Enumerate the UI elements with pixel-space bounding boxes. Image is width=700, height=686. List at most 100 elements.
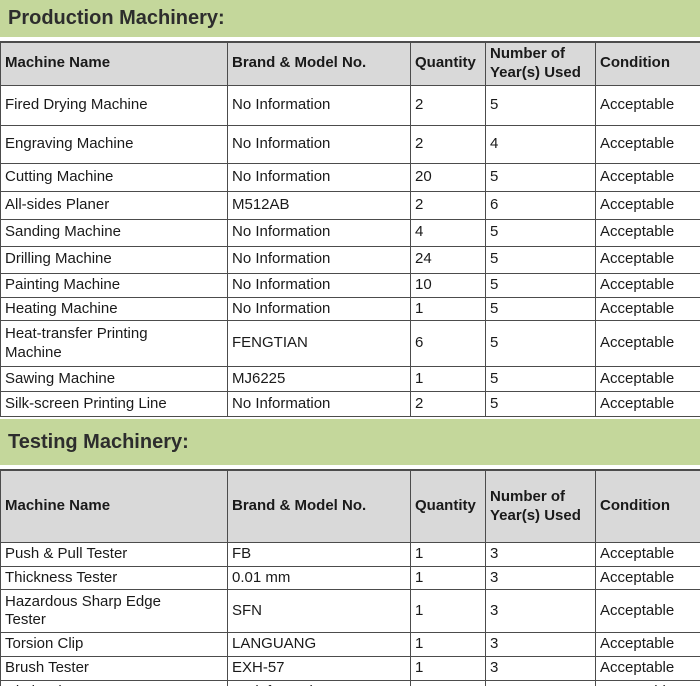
cell-machine-name: Sawing Machine bbox=[0, 366, 228, 393]
header-cell-condition: Condition bbox=[595, 41, 700, 86]
table-row: Drilling Machine No Information 24 5 Acc… bbox=[0, 245, 700, 274]
cell-quantity: 1 bbox=[410, 565, 486, 591]
header-cell-machine-name: Machine Name bbox=[0, 469, 228, 543]
cell-quantity: 4 bbox=[410, 218, 486, 247]
cell-machine-name: Heating Machine bbox=[0, 296, 228, 322]
cell-brand-model: No Information bbox=[227, 272, 411, 298]
cell-machine-name: Engraving Machine bbox=[0, 124, 228, 164]
cell-quantity: 1 bbox=[410, 632, 486, 657]
cell-brand-model: LANGUANG bbox=[227, 632, 411, 657]
cell-quantity: 1 bbox=[410, 366, 486, 393]
table-row: All-sides Planer M512AB 2 6 Acceptable bbox=[0, 190, 700, 220]
cell-brand-model: No information bbox=[227, 679, 411, 686]
cell-brand-model: No Information bbox=[227, 296, 411, 322]
cell-years-used: 3 bbox=[485, 679, 596, 686]
section-title-production: Production Machinery: bbox=[0, 0, 700, 37]
cell-quantity: 6 bbox=[410, 320, 486, 368]
table-row: Heating Machine No Information 1 5 Accep… bbox=[0, 296, 700, 322]
cell-condition: Acceptable bbox=[595, 320, 700, 368]
cell-quantity: 24 bbox=[410, 245, 486, 274]
cell-years-used: 5 bbox=[485, 84, 596, 126]
cell-quantity: 2 bbox=[410, 190, 486, 220]
table-row: Push & Pull Tester FB 1 3 Acceptable bbox=[0, 541, 700, 567]
table-header-row: Machine Name Brand & Model No. Quantity … bbox=[0, 41, 700, 86]
table-row: Cutting Machine No Information 20 5 Acce… bbox=[0, 162, 700, 192]
cell-brand-model: EXH-57 bbox=[227, 656, 411, 681]
cell-quantity: 10 bbox=[410, 272, 486, 298]
table-row: Hazardous Sharp Edge Tester SFN 1 3 Acce… bbox=[0, 589, 700, 634]
cell-years-used: 5 bbox=[485, 218, 596, 247]
header-cell-years-used: Number of Year(s) Used bbox=[485, 469, 596, 543]
cell-machine-name: Cutting Machine bbox=[0, 162, 228, 192]
cell-years-used: 3 bbox=[485, 589, 596, 634]
cell-brand-model: M512AB bbox=[227, 190, 411, 220]
cell-years-used: 3 bbox=[485, 565, 596, 591]
cell-years-used: 3 bbox=[485, 541, 596, 567]
table-header-row: Machine Name Brand & Model No. Quantity … bbox=[0, 469, 700, 543]
cell-brand-model: No Information bbox=[227, 124, 411, 164]
cell-condition: Acceptable bbox=[595, 162, 700, 192]
header-cell-brand-model: Brand & Model No. bbox=[227, 41, 411, 86]
cell-quantity: 1 bbox=[410, 541, 486, 567]
cell-machine-name: Silk-screen Printing Line bbox=[0, 391, 228, 418]
header-cell-machine-name: Machine Name bbox=[0, 41, 228, 86]
table-row: Heat-transfer Printing Machine FENGTIAN … bbox=[0, 320, 700, 368]
cell-quantity: 1 bbox=[410, 296, 486, 322]
cell-machine-name: All-sides Planer bbox=[0, 190, 228, 220]
table-row: Brush Tester EXH-57 1 3 Acceptable bbox=[0, 656, 700, 681]
section-title-text: Production Machinery: bbox=[8, 7, 225, 29]
section-title-testing: Testing Machinery: bbox=[0, 419, 700, 466]
production-machinery-table: Machine Name Brand & Model No. Quantity … bbox=[0, 41, 700, 418]
header-cell-years-used: Number of Year(s) Used bbox=[485, 41, 596, 86]
cell-machine-name: Drilling Machine bbox=[0, 245, 228, 274]
cell-condition: Acceptable bbox=[595, 656, 700, 681]
cell-years-used: 5 bbox=[485, 272, 596, 298]
cell-machine-name: Torsion Clip bbox=[0, 632, 228, 657]
table-row: Engraving Machine No Information 2 4 Acc… bbox=[0, 124, 700, 164]
cell-years-used: 5 bbox=[485, 296, 596, 322]
cell-machine-name: Thickness Tester bbox=[0, 565, 228, 591]
cell-brand-model: FB bbox=[227, 541, 411, 567]
cell-brand-model: No Information bbox=[227, 218, 411, 247]
table-row: Thickness Tester 0.01 mm 1 3 Acceptable bbox=[0, 565, 700, 591]
cell-machine-name: Heat-transfer Printing Machine bbox=[0, 320, 228, 368]
header-cell-condition: Condition bbox=[595, 469, 700, 543]
cell-years-used: 6 bbox=[485, 190, 596, 220]
cell-brand-model: 0.01 mm bbox=[227, 565, 411, 591]
header-cell-quantity: Quantity bbox=[410, 41, 486, 86]
cell-condition: Acceptable bbox=[595, 190, 700, 220]
cell-condition: Acceptable bbox=[595, 541, 700, 567]
cell-quantity: 1 bbox=[410, 589, 486, 634]
cell-brand-model: No Information bbox=[227, 245, 411, 274]
cell-condition: Acceptable bbox=[595, 632, 700, 657]
cell-quantity: 3 bbox=[410, 679, 486, 686]
cell-condition: Acceptable bbox=[595, 84, 700, 126]
table-row: Silk-screen Printing Line No Information… bbox=[0, 391, 700, 418]
cell-quantity: 20 bbox=[410, 162, 486, 192]
header-cell-quantity: Quantity bbox=[410, 469, 486, 543]
table-row: Torsion Clip LANGUANG 1 3 Acceptable bbox=[0, 632, 700, 657]
cell-condition: Acceptable bbox=[595, 679, 700, 686]
cell-quantity: 1 bbox=[410, 656, 486, 681]
cell-years-used: 5 bbox=[485, 245, 596, 274]
cell-condition: Acceptable bbox=[595, 589, 700, 634]
cell-condition: Acceptable bbox=[595, 565, 700, 591]
table-row: Sanding Machine No Information 4 5 Accep… bbox=[0, 218, 700, 247]
cell-quantity: 2 bbox=[410, 391, 486, 418]
cell-machine-name: Sanding Machine bbox=[0, 218, 228, 247]
cell-years-used: 3 bbox=[485, 632, 596, 657]
cell-condition: Acceptable bbox=[595, 366, 700, 393]
cell-machine-name: Painting Machine bbox=[0, 272, 228, 298]
cell-brand-model: MJ6225 bbox=[227, 366, 411, 393]
header-cell-brand-model: Brand & Model No. bbox=[227, 469, 411, 543]
cell-years-used: 5 bbox=[485, 391, 596, 418]
testing-machinery-table: Machine Name Brand & Model No. Quantity … bbox=[0, 469, 700, 686]
table-row: Sawing Machine MJ6225 1 5 Acceptable bbox=[0, 366, 700, 393]
cell-brand-model: No Information bbox=[227, 162, 411, 192]
cell-years-used: 5 bbox=[485, 366, 596, 393]
section-title-text: Testing Machinery: bbox=[8, 430, 189, 453]
table-row: Fired Drying Machine No Information 2 5 … bbox=[0, 84, 700, 126]
cell-condition: Acceptable bbox=[595, 245, 700, 274]
cell-condition: Acceptable bbox=[595, 391, 700, 418]
